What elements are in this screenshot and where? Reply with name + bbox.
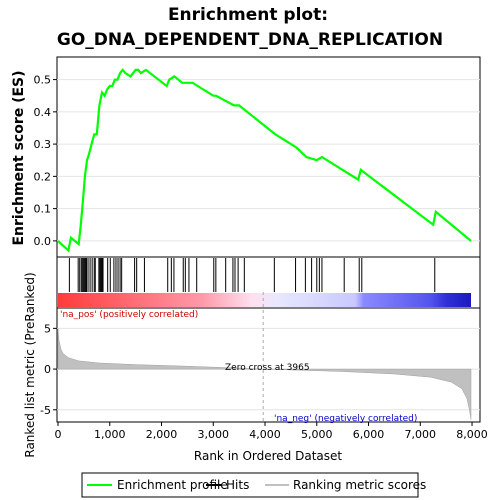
es-ytick-label: 0.4: [34, 106, 52, 119]
x-tick-label: 6,000: [353, 428, 385, 441]
metric-ytick-label: 0: [44, 363, 51, 376]
legend-hits-label: Hits: [226, 478, 249, 492]
es-ytick-label: 0.0: [34, 235, 52, 248]
x-tick-label: 5,000: [301, 428, 333, 441]
legend-box: [81, 472, 419, 498]
es-ytick-label: 0.1: [34, 203, 52, 216]
x-tick-label: 0: [55, 428, 62, 441]
es-ytick-label: 0.3: [34, 138, 52, 151]
chart-title-line2: GO_DNA_DEPENDENT_DNA_REPLICATION: [57, 30, 443, 50]
zero-cross-annotation: Zero cross at 3965: [225, 363, 310, 373]
x-tick-label: 2,000: [146, 428, 178, 441]
neg-annotation: 'na_neg' (negatively correlated): [274, 414, 417, 424]
x-tick-label: 4,000: [249, 428, 281, 441]
legend-enrichment-label: Enrichment profile: [117, 478, 228, 492]
legend-metric-label: Ranking metric scores: [293, 478, 426, 492]
es-ytick-label: 0.5: [34, 74, 52, 87]
x-axis-label: Rank in Ordered Dataset: [194, 449, 342, 463]
x-tick-label: 3,000: [198, 428, 230, 441]
metric-ylabel: Ranked list metric (PreRanked): [23, 272, 37, 457]
x-tick-label: 1,000: [94, 428, 126, 441]
es-panel-frame: [56, 56, 481, 258]
metric-panel-frame: [56, 307, 481, 423]
metric-ytick-label: 5: [44, 322, 51, 335]
x-tick-label: 7,000: [405, 428, 437, 441]
x-tick-label: 8,000: [456, 428, 488, 441]
ranking-metric-area: [57, 328, 472, 420]
es-ylabel: Enrichment score (ES): [11, 70, 27, 245]
rank-color-bar: [58, 293, 471, 307]
chart-title-line1: Enrichment plot:: [168, 5, 328, 25]
enrichment-profile-line: [57, 68, 472, 253]
es-ytick-label: 0.2: [34, 170, 52, 183]
pos-annotation: 'na_pos' (positively correlated): [60, 310, 198, 320]
metric-ytick-label: -5: [40, 404, 51, 417]
